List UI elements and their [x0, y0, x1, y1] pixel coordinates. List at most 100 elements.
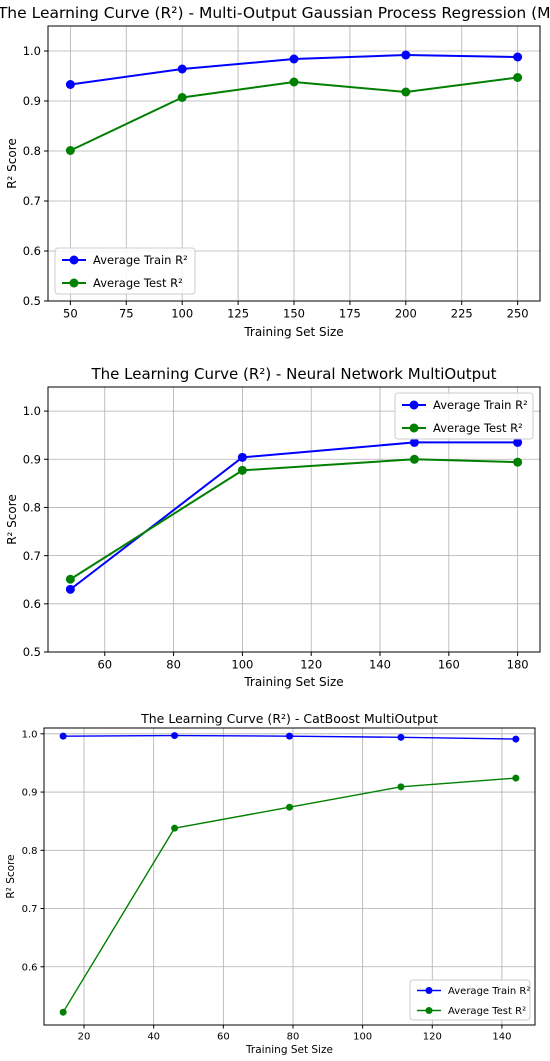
x-tick-label: 200 — [395, 307, 417, 321]
y-tick-label: 0.8 — [23, 144, 41, 158]
legend-item: Average Test R² — [417, 1006, 526, 1017]
data-point — [409, 454, 419, 464]
data-point — [513, 73, 523, 82]
data-point — [397, 733, 405, 741]
legend: Average Train R² Average Test R² — [54, 247, 196, 295]
x-tick-label: 250 — [507, 307, 529, 321]
x-tick-label: 80 — [166, 658, 181, 672]
legend-label: Average Test R² — [93, 276, 183, 290]
legend-marker — [425, 987, 433, 994]
legend-box — [54, 247, 196, 295]
data-point — [59, 1008, 67, 1016]
chart-catboost: The Learning Curve (R²) - CatBoost Multi… — [5, 711, 536, 1056]
legend-item: Average Train R² — [62, 253, 188, 267]
data-point — [397, 783, 405, 791]
data-point — [289, 77, 299, 87]
data-point — [65, 574, 75, 584]
legend-box — [394, 392, 534, 440]
y-tick-label: 0.8 — [22, 846, 38, 857]
legend-marker — [69, 255, 79, 265]
x-axis-ticks: 20 40 60 80 100 120 140 — [78, 1025, 511, 1043]
x-tick-label: 150 — [283, 307, 305, 321]
legend-item: Average Test R² — [402, 421, 523, 435]
x-tick-label: 60 — [97, 658, 112, 672]
data-point — [512, 774, 520, 782]
data-point — [401, 87, 411, 97]
chart-mogp: The Learning Curve (R²) - Multi-Output G… — [0, 4, 550, 339]
legend-marker — [409, 423, 419, 433]
series-test — [59, 774, 520, 1016]
x-tick-label: 140 — [369, 658, 391, 672]
y-tick-label: 0.6 — [23, 597, 41, 611]
series-line — [62, 777, 516, 1013]
data-point — [177, 64, 187, 74]
legend-item: Average Train R² — [417, 986, 530, 997]
data-point — [286, 803, 293, 811]
legend: Average Train R² Average Test R² — [394, 392, 534, 440]
y-axis-ticks: 0.6 0.7 0.8 0.9 1.0 — [22, 729, 44, 973]
series-train — [65, 437, 523, 594]
series-line — [69, 441, 518, 591]
y-tick-label: 1.0 — [22, 729, 38, 740]
y-axis-ticks: 0.5 0.6 0.7 0.8 0.9 1.0 — [23, 404, 48, 659]
legend-label: Average Test R² — [433, 421, 523, 435]
y-tick-label: 0.9 — [23, 94, 41, 108]
series-train — [65, 50, 523, 89]
legend-label: Average Train R² — [433, 398, 528, 412]
axes-frame — [47, 386, 541, 653]
x-tick-label: 120 — [423, 1032, 442, 1043]
y-tick-label: 0.6 — [23, 244, 41, 258]
legend-label: Average Test R² — [448, 1006, 526, 1017]
axes-frame — [43, 727, 536, 1026]
data-point — [513, 52, 523, 62]
data-point — [237, 465, 247, 475]
x-tick-label: 180 — [507, 658, 529, 672]
x-axis-ticks: 60 80 100 120 140 160 180 — [97, 652, 529, 672]
y-tick-label: 0.7 — [22, 904, 38, 915]
y-tick-label: 0.6 — [22, 962, 38, 973]
x-axis-ticks: 50 75 100 125 150 175 200 225 250 — [63, 301, 529, 321]
x-tick-label: 100 — [353, 1032, 372, 1043]
y-tick-label: 0.9 — [23, 452, 41, 466]
y-axis-label: R² Score — [5, 854, 17, 898]
y-tick-label: 0.7 — [23, 194, 41, 208]
grid — [44, 728, 535, 1025]
x-axis-label: Training Set Size — [245, 1044, 333, 1056]
y-axis-label: R² Score — [5, 494, 19, 545]
data-point — [65, 80, 75, 89]
data-point — [401, 50, 411, 60]
data-point — [286, 732, 293, 740]
data-point — [513, 437, 523, 447]
data-point — [171, 824, 179, 832]
series-train — [59, 732, 520, 743]
legend-label: Average Train R² — [93, 253, 188, 267]
x-tick-label: 225 — [451, 307, 473, 321]
x-axis-label: Training Set Size — [243, 675, 343, 689]
x-tick-label: 40 — [147, 1032, 160, 1043]
x-tick-label: 80 — [287, 1032, 300, 1043]
series-test — [65, 454, 523, 584]
chart-title: The Learning Curve (R²) - Multi-Output G… — [0, 4, 550, 22]
x-tick-label: 120 — [300, 658, 322, 672]
y-axis-ticks: 0.5 0.6 0.7 0.8 0.9 1.0 — [23, 44, 48, 308]
y-tick-label: 1.0 — [23, 44, 41, 58]
data-point — [171, 732, 179, 740]
data-point — [409, 437, 419, 447]
data-point — [59, 732, 67, 740]
data-point — [512, 735, 520, 743]
data-point — [513, 457, 523, 467]
y-tick-label: 0.7 — [23, 549, 41, 563]
y-axis-label: R² Score — [5, 138, 19, 189]
x-tick-label: 125 — [227, 307, 249, 321]
data-point — [65, 584, 75, 594]
x-tick-label: 60 — [217, 1032, 230, 1043]
data-point — [289, 54, 299, 64]
data-point — [237, 452, 247, 462]
chart-neural-network: The Learning Curve (R²) - Neural Network… — [5, 365, 541, 689]
x-tick-label: 160 — [438, 658, 460, 672]
legend-marker — [69, 278, 79, 288]
x-tick-label: 100 — [231, 658, 253, 672]
data-point — [177, 93, 187, 102]
x-tick-label: 140 — [492, 1032, 511, 1043]
